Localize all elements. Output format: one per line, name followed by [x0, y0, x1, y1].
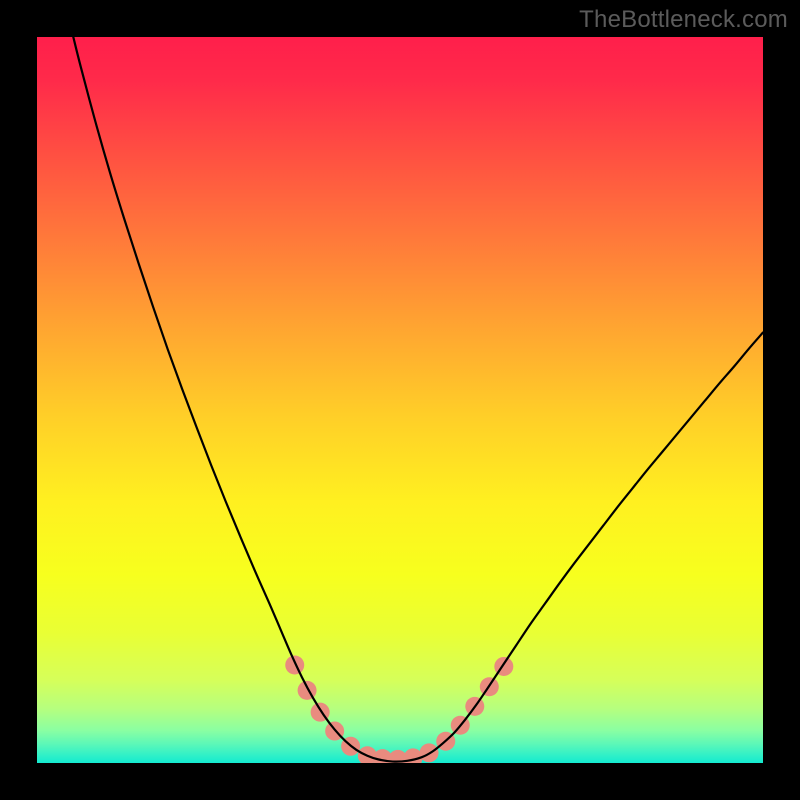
gradient-background — [37, 37, 763, 763]
plot-area — [37, 37, 763, 763]
watermark-text: TheBottleneck.com — [579, 6, 788, 34]
